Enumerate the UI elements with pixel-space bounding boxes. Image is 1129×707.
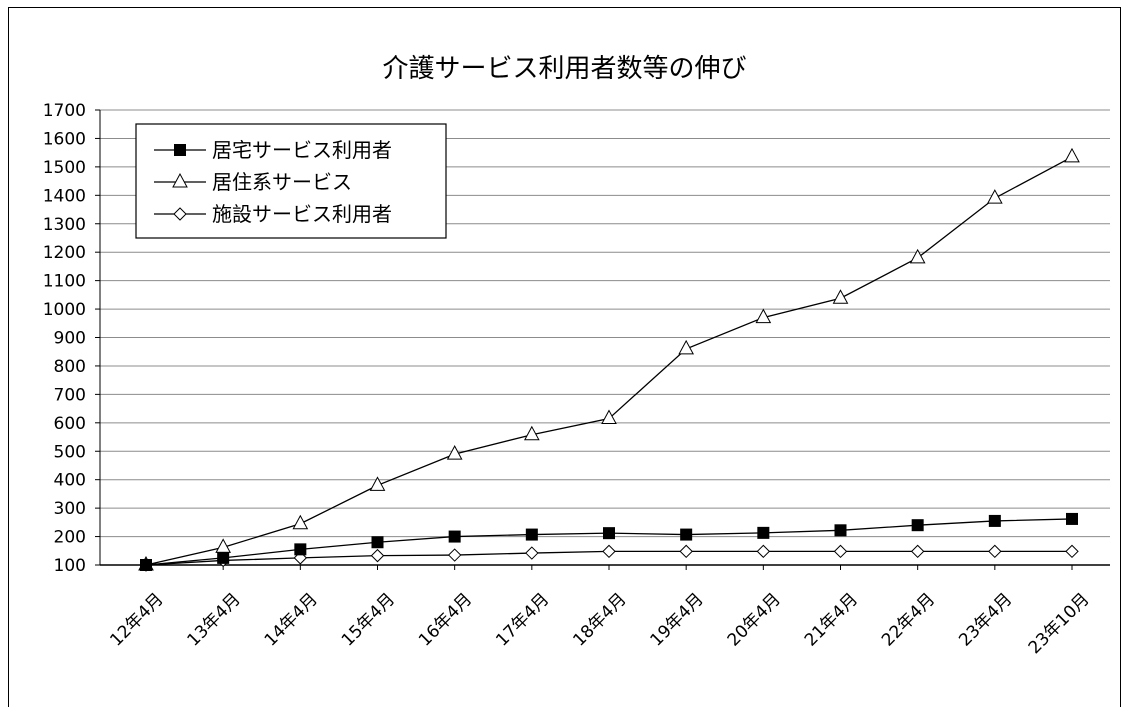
data-point [832,289,849,304]
legend-label: 居宅サービス利用者 [212,138,392,162]
y-tick-label: 1400 [43,186,86,206]
series-layer [138,147,1080,572]
x-tick-label: 12年4月 [106,589,167,650]
axes [95,109,1110,570]
y-tick-label: 1600 [43,129,86,149]
data-point [679,544,693,559]
y-tick-label: 1000 [43,300,86,320]
y-tick-label: 1500 [43,158,86,178]
x-tick-label: 18年4月 [569,589,630,650]
series-1 [140,512,1078,571]
x-tick-label: 19年4月 [647,589,708,650]
x-tick-label: 17年4月 [492,589,553,650]
data-point [911,519,924,532]
y-tick-label: 100 [54,556,86,576]
data-point [447,548,462,562]
gridlines [100,109,1110,538]
data-point [755,308,772,324]
legend-marker [173,207,187,221]
data-point [988,544,1002,559]
y-tick-label: 1300 [43,215,86,235]
x-tick-label: 20年4月 [724,589,785,650]
data-point [1064,147,1080,163]
x-tick-label: 21年4月 [801,589,862,650]
data-point [371,536,384,549]
data-point [446,445,463,460]
x-tick-label: 16年4月 [415,589,476,650]
data-point [1066,512,1078,525]
data-point [294,543,307,556]
y-tick-labels: 100 200 300 400 500 600 700 800 900 1000 1100 1200 1… [43,101,86,576]
y-tick-label: 300 [54,499,86,519]
data-point [910,544,925,559]
data-point [603,527,615,540]
data-point [834,524,847,537]
data-point [988,514,1001,527]
y-tick-label: 200 [54,528,86,548]
data-point [757,526,770,539]
x-tick-label: 15年4月 [338,589,399,650]
chart-title: 介護サービス利用者数等の伸び [382,54,747,84]
y-tick-label: 600 [54,414,86,434]
data-point [909,248,926,264]
data-point [369,476,386,491]
data-point [370,548,385,563]
data-point [756,544,771,559]
data-point [678,339,695,355]
data-point [217,551,230,564]
data-point [448,530,461,543]
y-tick-label: 400 [54,471,86,491]
data-point [833,544,848,559]
y-tick-label: 800 [54,357,86,377]
data-point [292,514,309,530]
x-tick-label: 13年4月 [184,589,245,650]
y-tick-label: 1200 [43,243,86,263]
y-tick-label: 700 [54,385,86,405]
x-tick-labels: 12年4月 13年4月 14年4月 15年4月 16年4月 17年4月 18年4月 19年4月… [106,589,1093,658]
y-tick-label: 500 [54,442,86,462]
y-tick-label: 1700 [43,101,86,121]
data-point [523,425,540,441]
x-tick-label: 23年10月 [1025,589,1094,658]
x-tick-label: 14年4月 [261,589,322,650]
data-point [986,189,1003,204]
legend-marker [172,172,188,188]
data-point [1065,544,1079,559]
x-tick-label: 23年4月 [955,589,1016,650]
data-point [680,528,693,541]
legend-label: 施設サービス利用者 [212,202,392,226]
data-point [140,559,152,571]
legend-box [135,123,447,239]
data-point [525,528,538,541]
data-point [602,544,616,559]
legend-marker [174,144,186,156]
y-tick-label: 1100 [43,272,86,292]
data-point [601,409,617,425]
x-tick-label: 22年4月 [878,589,939,650]
data-point [525,546,539,560]
y-tick-label: 900 [54,329,86,349]
legend-label: 居住系サービス [212,170,352,194]
